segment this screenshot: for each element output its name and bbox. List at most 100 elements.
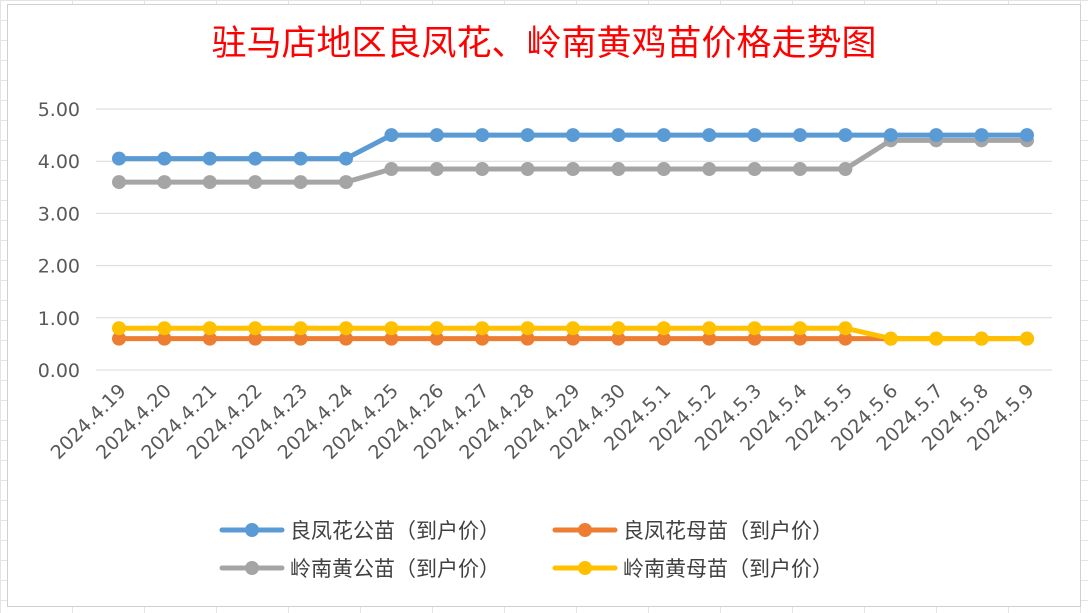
data-point [702,128,717,143]
data-point [384,162,399,177]
data-point [157,321,172,336]
data-point [656,331,671,346]
data-point [656,162,671,177]
data-point [112,321,126,336]
legend-label: 良凤花公苗（到户价） [290,519,500,543]
data-point [112,331,126,346]
data-point [702,162,717,177]
data-point [384,331,399,346]
data-point [702,331,717,346]
data-point [747,162,762,177]
data-point [384,321,399,336]
legend-entry: 岭南黄母苗（到户价） [552,557,833,581]
data-point [520,331,535,346]
data-point [384,128,399,143]
data-point [339,321,353,336]
data-point [475,321,490,336]
data-point [747,331,762,346]
data-point [656,128,671,143]
data-point [1020,331,1034,346]
data-point [520,128,535,143]
data-point [793,321,807,336]
data-point [611,321,626,336]
data-point [475,331,490,346]
legend-entry: 良凤花公苗（到户价） [219,519,500,543]
data-point [520,321,535,336]
y-tick-label: 3.00 [38,203,80,225]
series-lines [112,128,1034,346]
y-axis-ticks: 0.00 1.00 2.00 3.00 4.00 5.00 [38,99,80,382]
x-axis-ticks: 2024.4.192024.4.202024.4.212024.4.222024… [47,380,1039,464]
data-point [112,151,126,166]
data-point [293,321,308,336]
data-point [157,331,172,346]
data-point [248,175,263,190]
data-point [611,128,626,143]
data-point [248,151,263,166]
data-point [429,162,444,177]
legend-marker [245,523,259,537]
data-point [838,162,853,177]
data-point [747,321,762,336]
data-point [838,331,853,346]
y-tick-label: 0.00 [38,360,80,382]
series-3 [112,133,1034,190]
data-point [157,151,172,166]
data-point [838,321,853,336]
data-point [929,128,944,143]
data-point [656,321,671,336]
legend-marker [245,561,259,575]
chart-title: 驻马店地区良凤花、岭南黄鸡苗价格走势图 [211,24,877,64]
legend-label: 良凤花母苗（到户价） [623,519,833,543]
data-point [339,331,353,346]
data-point [611,162,626,177]
chart-area[interactable] [7,4,1081,607]
data-point [202,175,217,190]
data-point [566,331,580,346]
data-point [293,151,308,166]
legend-entry: 良凤花母苗（到户价） [552,519,833,543]
data-point [339,175,353,190]
data-point [248,331,263,346]
data-point [702,321,717,336]
y-tick-label: 5.00 [38,99,80,121]
data-point [248,321,263,336]
data-point [974,331,989,346]
data-point [475,162,490,177]
y-tick-label: 1.00 [38,308,80,330]
data-point [793,331,807,346]
data-point [112,175,126,190]
data-point [157,175,172,190]
data-point [520,162,535,177]
data-point [1020,128,1034,143]
data-point [566,321,580,336]
data-point [883,331,898,346]
legend-label: 岭南黄公苗（到户价） [290,557,500,581]
data-point [202,151,217,166]
data-point [475,128,490,143]
y-tick-label: 4.00 [38,151,80,173]
data-point [202,321,217,336]
data-point [929,331,944,346]
legend: 良凤花公苗（到户价） 良凤花母苗（到户价） 岭南黄公苗（到户价） 岭南黄母苗（到户价） [219,519,833,581]
data-point [566,128,580,143]
data-point [566,162,580,177]
data-point [611,331,626,346]
legend-label: 岭南黄母苗（到户价） [623,557,833,581]
data-point [793,128,807,143]
data-point [429,331,444,346]
data-point [293,175,308,190]
legend-entry: 岭南黄公苗（到户价） [219,557,500,581]
data-point [202,331,217,346]
data-point [747,128,762,143]
data-point [429,321,444,336]
data-point [838,128,853,143]
data-point [974,128,989,143]
series-4 [112,321,1034,346]
data-point [793,162,807,177]
data-point [429,128,444,143]
legend-marker [578,523,592,537]
y-tick-label: 2.00 [38,256,80,278]
data-point [883,128,898,143]
